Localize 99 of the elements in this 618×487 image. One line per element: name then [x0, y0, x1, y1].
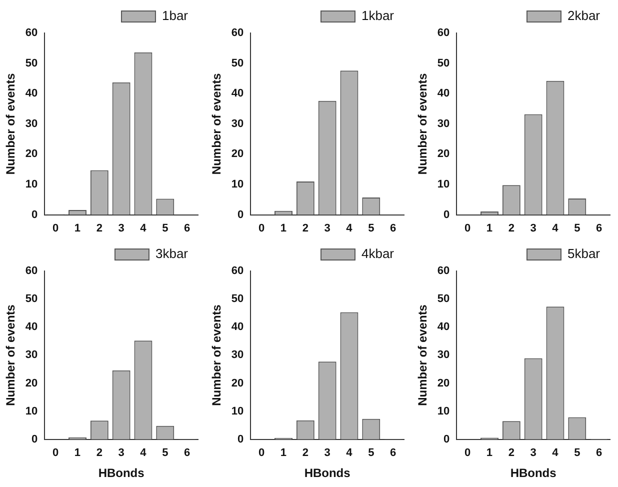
y-tick-label: 0: [444, 433, 450, 446]
y-tick-label: 0: [32, 433, 38, 446]
x-tick-label: 3: [324, 222, 330, 234]
x-tick-label: 3: [324, 447, 330, 460]
x-tick-label: 0: [464, 222, 471, 234]
y-tick-label: 0: [238, 433, 244, 446]
y-tick-label: 50: [437, 57, 450, 70]
x-tick-label: 5: [368, 222, 374, 234]
x-tick-label: 2: [508, 447, 514, 460]
x-tick-label: 2: [96, 222, 102, 234]
x-axis-title: HBonds: [304, 466, 351, 480]
x-tick-label: 5: [162, 222, 168, 234]
x-tick-label: 0: [52, 222, 59, 234]
y-tick-label: 20: [25, 148, 38, 160]
x-tick-label: 4: [140, 222, 148, 234]
y-tick-label: 30: [231, 349, 244, 362]
y-tick-label: 10: [25, 178, 38, 191]
x-tick-label: 1: [280, 222, 287, 234]
legend-label: 1kbar: [361, 8, 395, 24]
y-tick-label: 30: [437, 118, 450, 130]
legend-label: 4kbar: [361, 246, 395, 262]
y-axis-title: Number of events: [4, 304, 18, 406]
x-tick-label: 2: [302, 447, 308, 460]
y-tick-label: 30: [437, 349, 450, 362]
y-tick-label: 0: [444, 208, 450, 221]
x-tick-label: 6: [184, 222, 190, 234]
x-tick-label: 4: [552, 447, 560, 460]
y-tick-label: 40: [25, 88, 38, 100]
y-tick-label: 20: [437, 148, 450, 160]
x-tick-label: 1: [486, 447, 493, 460]
y-axis-title: Number of events: [4, 72, 18, 175]
y-tick-label: 0: [238, 208, 244, 221]
x-tick-label: 2: [508, 222, 514, 234]
y-tick-label: 30: [25, 349, 38, 362]
y-tick-label: 20: [231, 377, 244, 390]
y-tick-label: 20: [231, 148, 244, 160]
y-tick-label: 40: [437, 321, 450, 334]
x-tick-label: 0: [258, 447, 265, 460]
y-axis-title: Number of events: [210, 72, 224, 175]
y-tick-label: 10: [231, 178, 244, 191]
x-tick-label: 6: [596, 447, 602, 460]
y-tick-label: 50: [25, 293, 38, 306]
x-tick-label: 5: [574, 222, 580, 234]
x-tick-label: 6: [390, 447, 396, 460]
y-tick-label: 30: [231, 118, 244, 130]
y-tick-label: 60: [231, 27, 244, 40]
x-axis-title: HBonds: [510, 466, 557, 480]
y-tick-label: 30: [25, 118, 38, 130]
x-tick-label: 3: [118, 447, 124, 460]
x-tick-label: 2: [96, 447, 102, 460]
x-tick-label: 1: [74, 447, 81, 460]
x-tick-label: 4: [346, 447, 354, 460]
y-tick-label: 10: [437, 405, 450, 418]
x-tick-label: 3: [118, 222, 124, 234]
y-tick-label: 60: [25, 265, 38, 278]
y-tick-label: 50: [437, 293, 450, 306]
y-tick-label: 60: [437, 265, 450, 278]
y-tick-label: 40: [231, 88, 244, 100]
y-tick-label: 60: [25, 27, 38, 40]
y-tick-label: 60: [231, 265, 244, 278]
x-tick-label: 6: [184, 447, 190, 460]
x-tick-label: 5: [162, 447, 168, 460]
y-tick-label: 0: [32, 208, 38, 221]
x-tick-label: 6: [390, 222, 396, 234]
y-tick-label: 10: [231, 405, 244, 418]
x-tick-label: 3: [530, 447, 536, 460]
y-axis-title: Number of events: [416, 72, 430, 175]
y-tick-label: 50: [231, 57, 244, 70]
legend-label: 2kbar: [567, 8, 601, 24]
x-tick-label: 4: [346, 222, 354, 234]
y-tick-label: 50: [25, 57, 38, 70]
legend-label: 3kbar: [155, 246, 189, 262]
x-tick-label: 4: [140, 447, 148, 460]
legend-label: 5kbar: [567, 246, 601, 262]
x-tick-label: 5: [368, 447, 374, 460]
y-tick-label: 40: [25, 321, 38, 334]
legend-label: 1bar: [162, 8, 189, 24]
x-tick-label: 4: [552, 222, 560, 234]
x-axis-title: HBonds: [98, 466, 145, 480]
x-tick-label: 0: [464, 447, 471, 460]
y-tick-label: 20: [25, 377, 38, 390]
y-axis-title: Number of events: [416, 304, 430, 406]
x-tick-label: 2: [302, 222, 308, 234]
y-tick-label: 10: [437, 178, 450, 191]
x-tick-label: 0: [258, 222, 265, 234]
y-tick-label: 40: [437, 88, 450, 100]
x-tick-label: 1: [280, 447, 287, 460]
x-tick-label: 6: [596, 222, 602, 234]
x-tick-label: 5: [574, 447, 580, 460]
y-tick-label: 10: [25, 405, 38, 418]
y-tick-label: 60: [437, 27, 450, 40]
x-tick-label: 0: [52, 447, 59, 460]
y-tick-label: 50: [231, 293, 244, 306]
x-tick-label: 3: [530, 222, 536, 234]
y-axis-title: Number of events: [210, 304, 224, 406]
x-tick-label: 1: [74, 222, 81, 234]
x-tick-label: 1: [486, 222, 493, 234]
y-tick-label: 40: [231, 321, 244, 334]
y-tick-label: 20: [437, 377, 450, 390]
